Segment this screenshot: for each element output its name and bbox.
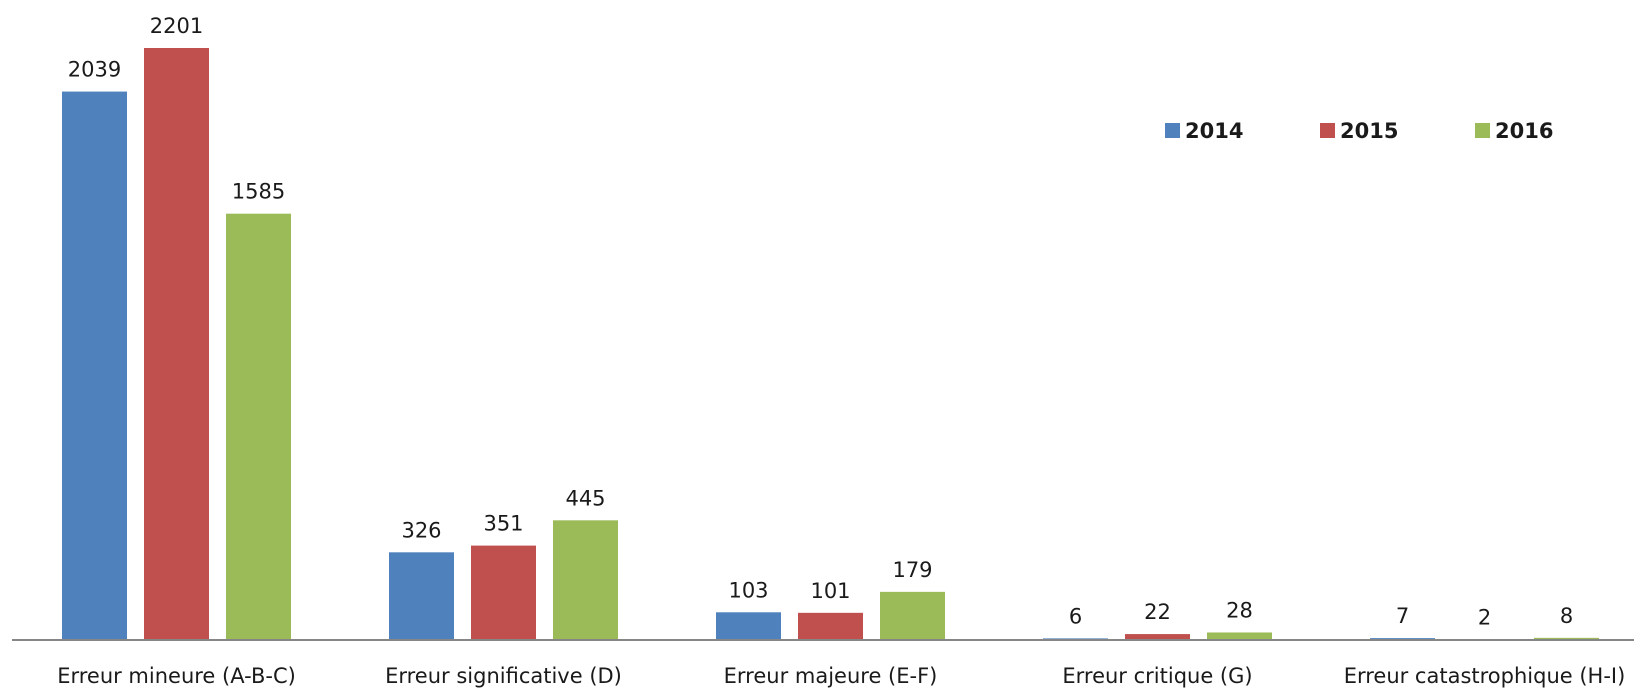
category-labels-layer: Erreur mineure (A-B-C) Erreur significati… — [57, 664, 1625, 688]
bar-erreur-majeure-e-f-2016 — [880, 591, 945, 640]
bar-erreur-significative-d-2014 — [389, 552, 454, 640]
data-label-erreur-critique-g-2014: 6 — [1069, 604, 1082, 628]
bar-erreur-critique-g-2015 — [1125, 634, 1190, 640]
category-label-erreur-catastrophique-h-i: Erreur catastrophique (H-I) — [1344, 664, 1626, 688]
data-label-erreur-significative-d-2016: 445 — [565, 486, 605, 510]
data-label-erreur-catastrophique-h-i-2016: 8 — [1560, 604, 1573, 628]
bar-erreur-significative-d-2016 — [553, 520, 618, 640]
data-label-erreur-catastrophique-h-i-2014: 7 — [1396, 604, 1409, 628]
data-label-erreur-majeure-e-f-2014: 103 — [728, 578, 768, 602]
bar-erreur-mineure-a-b-c-2016 — [226, 213, 291, 640]
data-label-erreur-mineure-a-b-c-2015: 2201 — [150, 14, 203, 38]
data-label-erreur-mineure-a-b-c-2014: 2039 — [68, 58, 121, 82]
bar-erreur-catastrophique-h-i-2016 — [1534, 637, 1599, 640]
category-label-erreur-critique-g: Erreur critique (G) — [1062, 664, 1252, 688]
data-label-erreur-significative-d-2014: 326 — [401, 518, 441, 542]
data-label-erreur-catastrophique-h-i-2015: 2 — [1478, 605, 1491, 629]
bar-erreur-mineure-a-b-c-2014 — [62, 91, 127, 640]
data-label-erreur-mineure-a-b-c-2016: 1585 — [232, 180, 285, 204]
category-label-erreur-majeure-e-f: Erreur majeure (E-F) — [724, 664, 938, 688]
bar-erreur-significative-d-2015 — [471, 545, 536, 640]
category-label-erreur-significative-d: Erreur significative (D) — [385, 664, 622, 688]
data-label-erreur-majeure-e-f-2015: 101 — [810, 579, 850, 603]
bar-erreur-critique-g-2016 — [1207, 632, 1272, 640]
legend-label-2016: 2016 — [1495, 119, 1553, 143]
bar-erreur-majeure-e-f-2014 — [716, 612, 781, 640]
legend-label-2015: 2015 — [1340, 119, 1398, 143]
bar-erreur-majeure-e-f-2015 — [798, 612, 863, 640]
data-label-erreur-critique-g-2015: 22 — [1144, 600, 1171, 624]
data-label-erreur-critique-g-2016: 28 — [1226, 598, 1253, 622]
legend-swatch-2016 — [1475, 123, 1490, 138]
legend: 2014 2015 2016 — [1165, 119, 1553, 143]
data-label-erreur-significative-d-2015: 351 — [483, 512, 523, 536]
legend-swatch-2014 — [1165, 123, 1180, 138]
bar-erreur-mineure-a-b-c-2015 — [144, 48, 209, 640]
legend-label-2014: 2014 — [1185, 119, 1243, 143]
category-label-erreur-mineure-a-b-c: Erreur mineure (A-B-C) — [57, 664, 296, 688]
legend-swatch-2015 — [1320, 123, 1335, 138]
data-label-erreur-majeure-e-f-2016: 179 — [892, 558, 932, 582]
bars-layer — [62, 48, 1599, 640]
